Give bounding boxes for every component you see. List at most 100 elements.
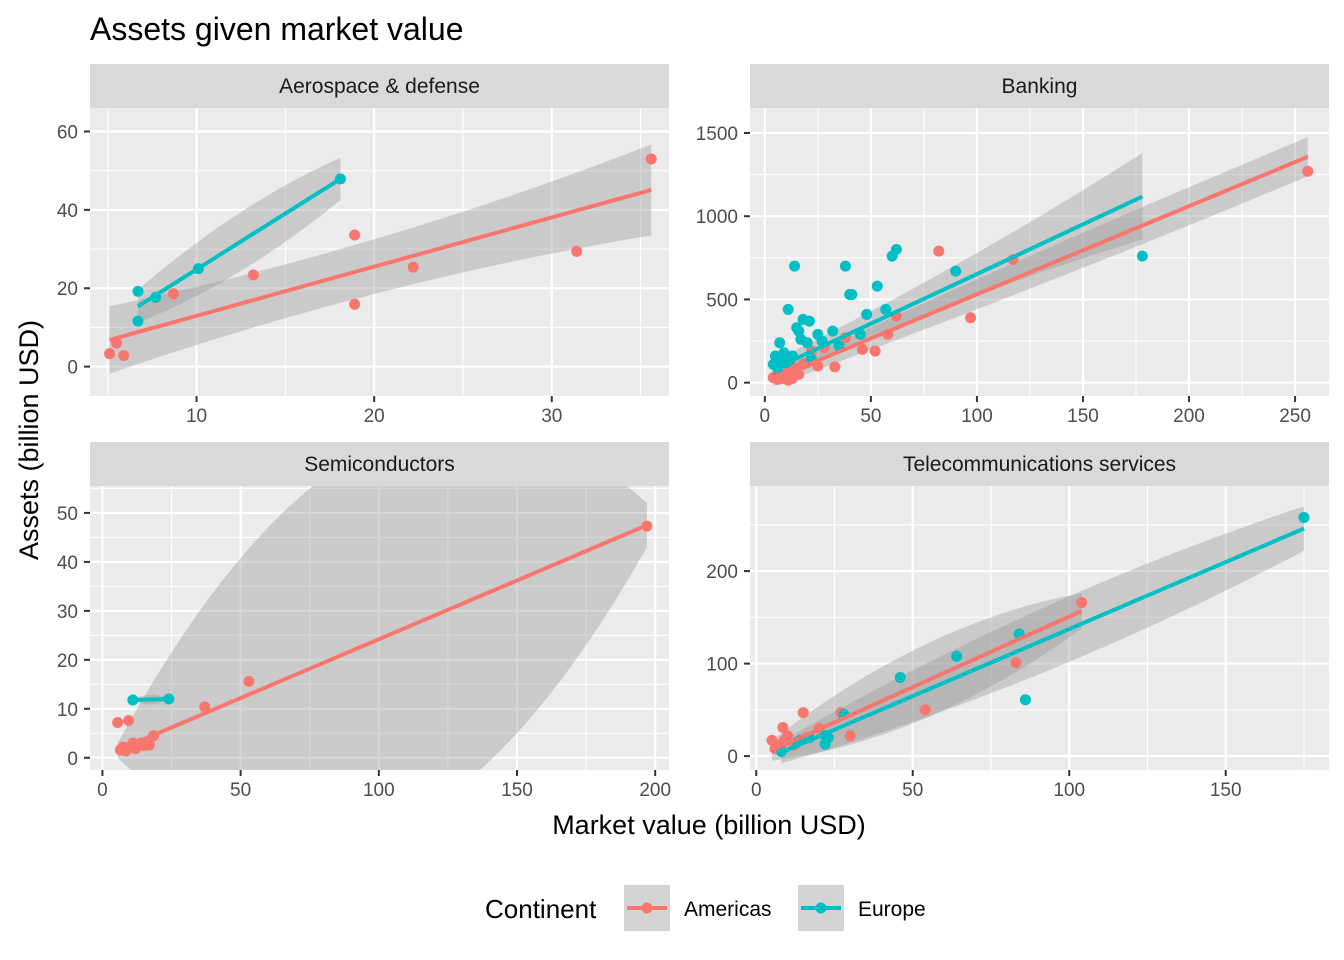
confidence-band-europe	[773, 152, 1143, 378]
data-point-americas	[1302, 165, 1314, 177]
data-point-americas	[112, 717, 124, 729]
y-tick-label: 50	[57, 504, 78, 525]
legend: Continent Americas Europe	[485, 885, 926, 931]
data-point-europe	[950, 265, 962, 277]
y-tick-label: 0	[727, 374, 738, 395]
legend-item-americas: Americas	[624, 885, 772, 931]
data-point-europe	[1136, 250, 1148, 262]
panel-telecommunications-services: Telecommunications services 0 50 100 150 0 100…	[706, 442, 1329, 801]
data-point-europe	[951, 650, 963, 662]
y-tick-label: 10	[57, 700, 78, 721]
data-point-americas	[1076, 597, 1088, 609]
data-point-americas	[933, 245, 945, 257]
trend-line-europe	[772, 194, 1144, 372]
data-point-americas	[571, 245, 583, 257]
x-tick-label: 100	[961, 406, 993, 427]
data-point-americas	[167, 288, 179, 300]
x-tick-label: 50	[230, 780, 251, 801]
data-point-europe	[774, 337, 786, 349]
data-point-americas	[118, 350, 130, 362]
trend-line-americas	[772, 154, 1309, 381]
confidence-band-europe	[781, 506, 1304, 764]
data-point-americas	[1010, 657, 1022, 669]
y-tick-label: 20	[57, 279, 78, 300]
y-tick-label: 100	[706, 655, 738, 676]
y-tick-label: 1500	[696, 124, 738, 145]
panel-semiconductors: Semiconductors 0 50 100 150 200 0 10 20 30 40 50	[57, 442, 671, 801]
data-point-americas	[104, 348, 116, 360]
y-tick-label: 0	[67, 749, 78, 770]
strip-semiconductors	[90, 442, 669, 486]
data-point-americas	[869, 345, 881, 357]
chart-title: Assets given market value	[90, 11, 464, 47]
trend-line-europe	[136, 177, 342, 308]
data-point-europe	[793, 325, 805, 337]
data-point-europe	[894, 671, 906, 683]
x-tick-label: 250	[1279, 406, 1311, 427]
data-point-americas	[349, 229, 361, 241]
x-tick-label: 50	[902, 780, 923, 801]
strip-label: Aerospace & defense	[279, 75, 480, 98]
confidence-band-americas	[771, 593, 1082, 761]
data-point-americas	[143, 739, 155, 751]
major-gridlines	[750, 108, 1329, 396]
facet-panels: Aerospace & defense 10 20 30 0 20 40 60 Banking 0…	[57, 64, 1329, 801]
data-layer	[104, 144, 657, 374]
data-point-americas	[199, 701, 211, 713]
strip-banking	[750, 64, 1329, 108]
trend-line-americas	[109, 187, 652, 342]
strip-telecommunications-services	[750, 442, 1329, 486]
data-point-americas	[965, 312, 977, 324]
data-point-americas	[919, 704, 931, 716]
confidence-band-americas	[109, 144, 652, 374]
data-point-europe	[1298, 511, 1310, 523]
data-point-europe	[1019, 694, 1031, 706]
panel-aerospace-and-defense: Aerospace & defense 10 20 30 0 20 40 60	[57, 64, 669, 427]
data-point-americas	[777, 721, 789, 733]
data-point-americas	[243, 675, 255, 687]
panel-banking: Banking 0 50 100 150 200 250 0 500 1000 1500	[696, 64, 1329, 427]
data-point-americas	[797, 707, 809, 719]
y-tick-label: 0	[67, 358, 78, 379]
x-tick-label: 150	[1210, 780, 1242, 801]
trend-line-europe	[132, 697, 169, 702]
x-tick-label: 200	[639, 780, 671, 801]
data-point-europe	[132, 315, 144, 327]
data-point-americas	[645, 153, 657, 165]
x-tick-label: 0	[751, 780, 762, 801]
x-tick-label: 10	[186, 406, 207, 427]
trend-line-europe	[780, 526, 1305, 755]
y-tick-label: 1000	[696, 207, 738, 228]
data-point-europe	[839, 260, 851, 272]
x-axis-title: Market value (billion USD)	[552, 810, 866, 840]
strip-label: Banking	[1002, 75, 1078, 98]
y-tick-label: 40	[57, 201, 78, 222]
legend-items: Americas Europe	[624, 885, 926, 931]
data-point-europe	[827, 325, 839, 337]
trend-line-americas	[771, 609, 1083, 753]
minor-gridlines	[750, 108, 1329, 396]
y-tick-label: 500	[706, 290, 738, 311]
strip-label: Telecommunications services	[903, 453, 1176, 476]
data-point-americas	[856, 343, 868, 355]
x-tick-label: 150	[1067, 406, 1099, 427]
strip-label: Semiconductors	[304, 453, 455, 476]
y-tick-label: 30	[57, 602, 78, 623]
legend-title: Continent	[485, 894, 597, 924]
data-layer	[766, 506, 1310, 764]
x-tick-label: 100	[1053, 780, 1085, 801]
x-tick-label: 20	[364, 406, 385, 427]
legend-label: Americas	[684, 898, 772, 921]
data-layer	[112, 486, 653, 770]
data-point-europe	[871, 280, 883, 292]
y-tick-label: 40	[57, 553, 78, 574]
x-tick-label: 0	[760, 406, 771, 427]
data-point-americas	[829, 361, 841, 373]
data-point-europe	[782, 303, 794, 315]
x-tick-label: 100	[363, 780, 395, 801]
data-point-europe	[789, 260, 801, 272]
data-point-americas	[782, 730, 794, 742]
x-tick-label: 50	[860, 406, 881, 427]
data-point-americas	[123, 715, 135, 727]
data-point-europe	[132, 285, 144, 297]
